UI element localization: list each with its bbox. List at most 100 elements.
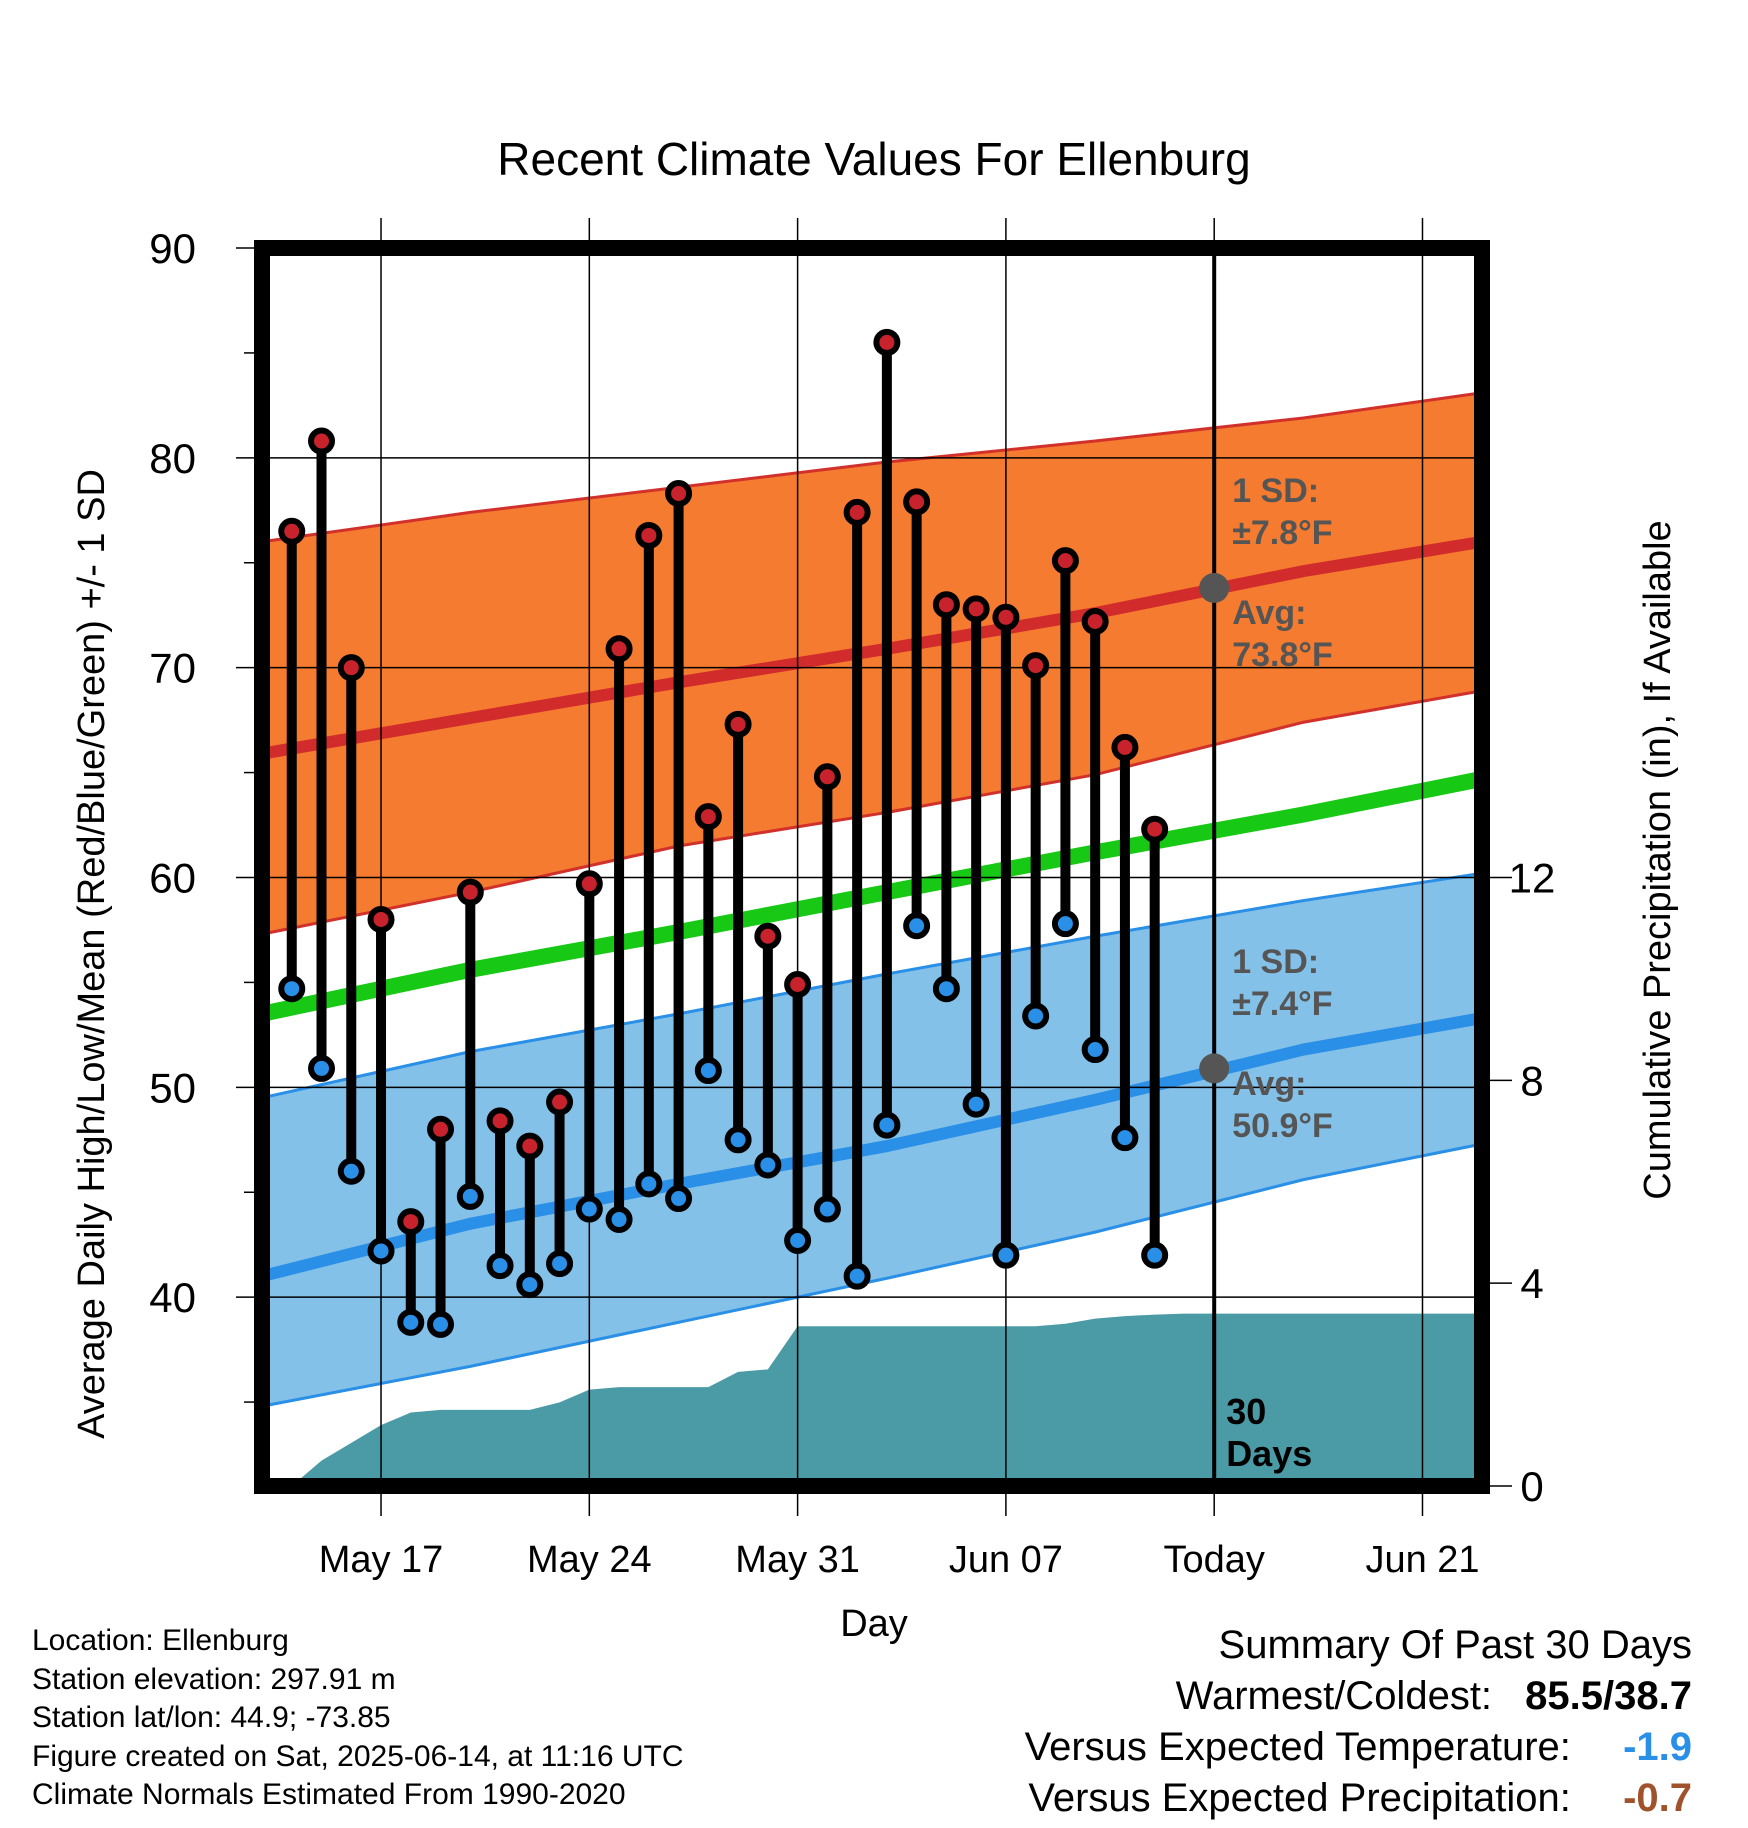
summary-temp-row: Versus Expected Temperature: -1.9 [1025,1722,1692,1773]
high-sd-band [262,392,1482,935]
daily-low-point [724,1126,752,1154]
today-window-label: 30 Days [1226,1391,1312,1474]
low-avg-marker-text-line: Avg: [1232,1065,1306,1103]
daily-high-point [635,521,663,549]
daily-low-point [308,1054,336,1082]
precip-anomaly-value: -0.7 [1623,1776,1692,1820]
daily-low-point [813,1195,841,1223]
y-tick-label: 60 [149,854,196,901]
daily-high-point [605,635,633,663]
daily-high-point [1051,547,1079,575]
daily-low-point [784,1226,812,1254]
x-tick-label: Today [1163,1539,1264,1581]
x-axis-label: Day [840,1603,908,1645]
normals-text: Climate Normals Estimated From 1990-2020 [32,1778,626,1811]
y2-axis-label: Cumulative Precipitation (in), If Availa… [1637,520,1679,1199]
low-avg-marker-text-line: 50.9°F [1232,1107,1333,1145]
y2-tick-label: 12 [1509,854,1556,901]
temp-label: Versus Expected Temperature: [1024,1725,1571,1769]
daily-high-point [843,498,871,526]
daily-high-point [665,480,693,508]
daily-low-point [754,1151,782,1179]
low-normal-line [260,1012,1484,1282]
high-avg-marker [1199,572,1230,603]
y-tick-label: 70 [149,645,196,692]
chart-title: Recent Climate Values For Ellenburg [497,133,1250,185]
today-window-number: 30 [1226,1391,1266,1432]
low-avg-marker [1199,1053,1230,1084]
today-window-unit: Days [1226,1433,1312,1474]
low-avg-marker-text-line: ±7.4°F [1232,985,1332,1023]
y-tick-label: 80 [149,435,196,482]
x-tick-label: May 31 [735,1539,860,1581]
y-tick-label: 40 [149,1274,196,1321]
daily-high-point [1022,652,1050,680]
low-sd-band-lower-edge [261,1142,1483,1408]
daily-high-point [724,710,752,738]
daily-low-point [932,975,960,1003]
daily-low-point [486,1252,514,1280]
x-tick-label: Jun 07 [949,1539,1063,1581]
daily-low-point [605,1206,633,1234]
daily-high-point [546,1088,574,1116]
daily-high-point [813,763,841,791]
daily-high-point [367,905,395,933]
daily-high-point [337,654,365,682]
daily-high-point [903,488,931,516]
y-tick-label: 90 [149,225,196,272]
daily-low-point [427,1310,455,1338]
daily-high-point [694,803,722,831]
daily-high-point [992,603,1020,631]
daily-high-point [486,1107,514,1135]
daily-high-point [397,1208,425,1236]
daily-low-point [1111,1124,1139,1152]
plot-area: 30 Days 1 SD: ±7.8°F Avg: 73.8°F 1 SD: ±7.4°F Av… [260,247,1484,1486]
y2-tick-label: 8 [1520,1057,1543,1104]
axes: 40 50 60 70 80 90 0 4 8 12 May 17 May 24 May 31 Jun 0… [149,218,1555,1581]
daily-high-point [427,1115,455,1143]
summary-panel: Summary Of Past 30 Days Warmest/Coldest:… [1025,1620,1692,1824]
daily-low-point [1022,1002,1050,1030]
daily-high-point [873,328,901,356]
daily-low-point [1051,910,1079,938]
daily-low-point [992,1241,1020,1269]
daily-high-point [575,870,603,898]
location-text: Location: Ellenburg [32,1624,289,1657]
high-avg-marker-text-line: Avg: [1232,594,1306,632]
daily-low-point [278,975,306,1003]
station-info: Location: Ellenburg Station elevation: 2… [32,1622,684,1815]
high-avg-marker-text-line: 1 SD: [1232,472,1319,510]
latlon-text: Station lat/lon: 44.9; -73.85 [32,1701,391,1734]
daily-high-point [308,427,336,455]
daily-high-point [516,1132,544,1160]
daily-high-point [1081,607,1109,635]
summary-title: Summary Of Past 30 Days [1218,1623,1692,1667]
elevation-text: Station elevation: 297.91 m [32,1662,396,1696]
summary-precip-row: Versus Expected Precipitation: -0.7 [1025,1773,1692,1824]
daily-high-point [456,878,484,906]
daily-high-point [932,591,960,619]
daily-low-point [694,1057,722,1085]
daily-low-point [843,1262,871,1290]
daily-low-point [516,1271,544,1299]
daily-high-point [962,595,990,623]
x-tick-label: May 24 [527,1539,652,1581]
daily-high-point [1141,815,1169,843]
daily-low-point [962,1090,990,1118]
daily-low-point [635,1170,663,1198]
x-tick-label: May 17 [319,1539,444,1581]
y-axis-label: Average Daily High/Low/Mean (Red/Blue/Gr… [71,469,113,1439]
high-avg-marker-text-line: 73.8°F [1232,636,1333,674]
daily-low-point [575,1195,603,1223]
daily-low-point [546,1250,574,1278]
precip-label: Versus Expected Precipitation: [1028,1776,1571,1820]
low-avg-marker-text: 1 SD: ±7.4°F Avg: 50.9°F [1232,943,1333,1145]
daily-low-point [397,1308,425,1336]
daily-low-point [456,1182,484,1210]
daily-low-point [1141,1241,1169,1269]
daily-high-point [278,517,306,545]
plot-frame [254,240,1490,1494]
high-avg-marker-text: 1 SD: ±7.8°F Avg: 73.8°F [1232,472,1333,674]
daily-low-point [337,1157,365,1185]
